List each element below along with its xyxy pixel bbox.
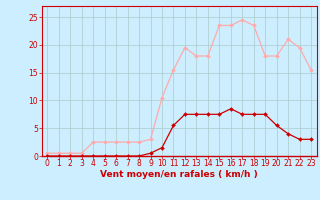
X-axis label: Vent moyen/en rafales ( km/h ): Vent moyen/en rafales ( km/h ) [100,170,258,179]
